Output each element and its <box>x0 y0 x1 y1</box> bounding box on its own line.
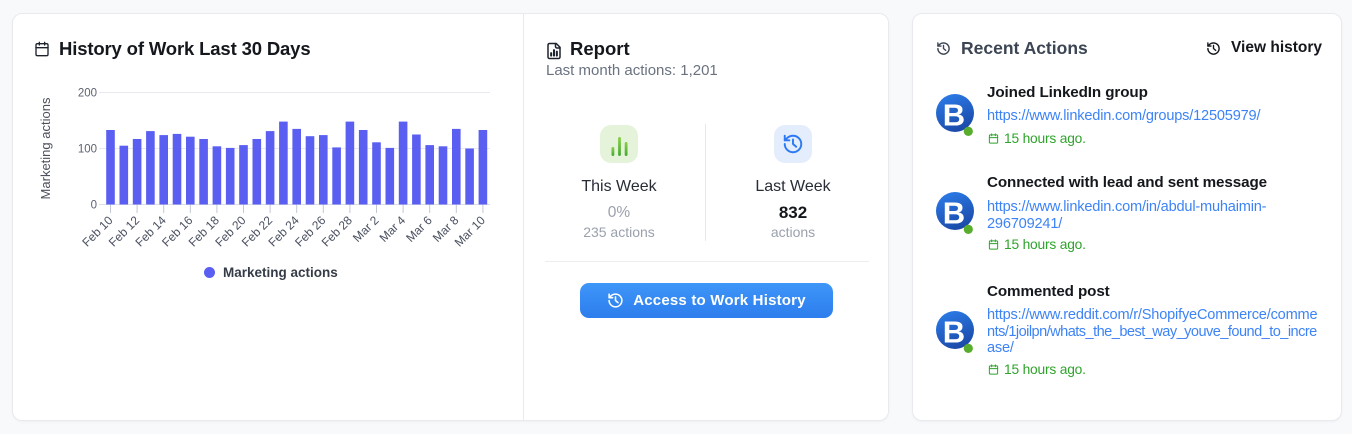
svg-text:B: B <box>943 315 965 350</box>
svg-text:Mar 2: Mar 2 <box>350 213 382 245</box>
svg-text:Mar 10: Mar 10 <box>452 213 489 250</box>
svg-text:0: 0 <box>91 200 97 212</box>
svg-text:Feb 28: Feb 28 <box>319 213 356 250</box>
svg-text:B: B <box>943 98 965 133</box>
svg-text:200: 200 <box>78 88 97 100</box>
svg-text:Marketing actions: Marketing actions <box>38 97 53 199</box>
svg-text:Mar 6: Mar 6 <box>403 213 435 245</box>
svg-text:Mar 4: Mar 4 <box>377 213 409 245</box>
svg-text:B: B <box>943 196 965 231</box>
svg-text:100: 100 <box>78 144 97 156</box>
